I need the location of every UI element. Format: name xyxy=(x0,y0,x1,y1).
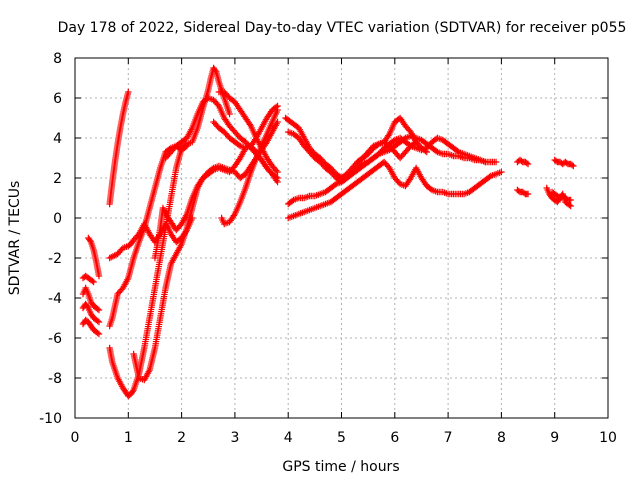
data-points xyxy=(79,64,577,400)
data-point xyxy=(567,196,574,204)
data-series xyxy=(285,158,505,222)
data-point xyxy=(492,158,500,166)
data-point xyxy=(274,168,281,176)
data-point xyxy=(89,277,96,285)
data-point xyxy=(90,278,97,286)
chart-title: Day 178 of 2022, Sidereal Day-to-day VTE… xyxy=(58,20,627,36)
y-tick-label: 4 xyxy=(53,131,62,147)
data-series xyxy=(106,88,132,208)
data-point xyxy=(94,305,101,313)
data-series xyxy=(218,106,281,228)
x-tick-label: 10 xyxy=(599,430,617,446)
data-series xyxy=(514,156,532,168)
data-series xyxy=(551,156,577,170)
data-point xyxy=(95,272,103,280)
data-point xyxy=(212,67,219,74)
data-point xyxy=(95,318,103,326)
y-tick-label: 8 xyxy=(53,51,62,67)
y-tick-label: 0 xyxy=(53,211,62,227)
data-point xyxy=(570,162,577,170)
data-point xyxy=(94,317,101,325)
data-point xyxy=(94,329,101,337)
y-tick-label: 6 xyxy=(53,91,62,107)
data-point xyxy=(84,303,91,310)
y-tick-label: -6 xyxy=(48,331,62,347)
x-tick-label: 9 xyxy=(550,430,559,446)
data-series xyxy=(85,234,103,280)
data-point xyxy=(274,178,281,186)
data-series xyxy=(79,272,97,286)
data-point xyxy=(273,167,280,174)
x-tick-label: 1 xyxy=(124,430,133,446)
data-series xyxy=(79,284,103,314)
data-point xyxy=(498,168,505,176)
data-point xyxy=(568,161,576,169)
data-point xyxy=(274,106,281,114)
data-series xyxy=(548,188,574,204)
x-tick-label: 8 xyxy=(497,430,506,446)
data-series xyxy=(79,300,103,326)
x-tick-label: 7 xyxy=(444,430,453,446)
y-tick-label: -8 xyxy=(48,371,62,387)
data-point xyxy=(129,388,136,395)
data-point xyxy=(214,101,221,108)
data-point xyxy=(86,237,94,244)
y-axis-label: SDTVAR / TECUs xyxy=(7,181,23,296)
data-series xyxy=(354,114,430,166)
data-point xyxy=(524,160,532,168)
x-tick-label: 0 xyxy=(71,430,80,446)
data-series xyxy=(79,316,103,338)
x-axis-label: GPS time / hours xyxy=(282,459,399,475)
data-series xyxy=(162,94,281,186)
data-point xyxy=(423,148,430,156)
data-point xyxy=(95,330,103,338)
y-tick-label: 2 xyxy=(53,171,62,187)
data-point xyxy=(125,88,132,96)
data-point xyxy=(567,202,574,210)
y-tick-label: -2 xyxy=(48,251,62,267)
x-tick-label: 3 xyxy=(230,430,239,446)
data-series xyxy=(106,64,233,400)
x-tick-label: 2 xyxy=(177,430,186,446)
data-point xyxy=(523,159,530,167)
data-point xyxy=(226,110,233,118)
data-series xyxy=(151,142,281,262)
axis-tick-labels: 0 1 2 3 4 5 6 7 8 9 10 -10 -8 -6 -4 -2 0 2 4 6 8 xyxy=(39,51,617,446)
y-tick-label: -4 xyxy=(48,291,62,307)
x-tick-label: 5 xyxy=(337,430,346,446)
data-point xyxy=(95,306,103,314)
data-series xyxy=(210,102,281,152)
axis-ticks xyxy=(74,57,609,419)
data-series xyxy=(514,186,532,198)
data-point xyxy=(422,147,429,155)
data-point xyxy=(524,190,532,198)
y-tick-label: -10 xyxy=(39,411,62,427)
x-tick-label: 4 xyxy=(284,430,293,446)
x-tick-label: 6 xyxy=(390,430,399,446)
